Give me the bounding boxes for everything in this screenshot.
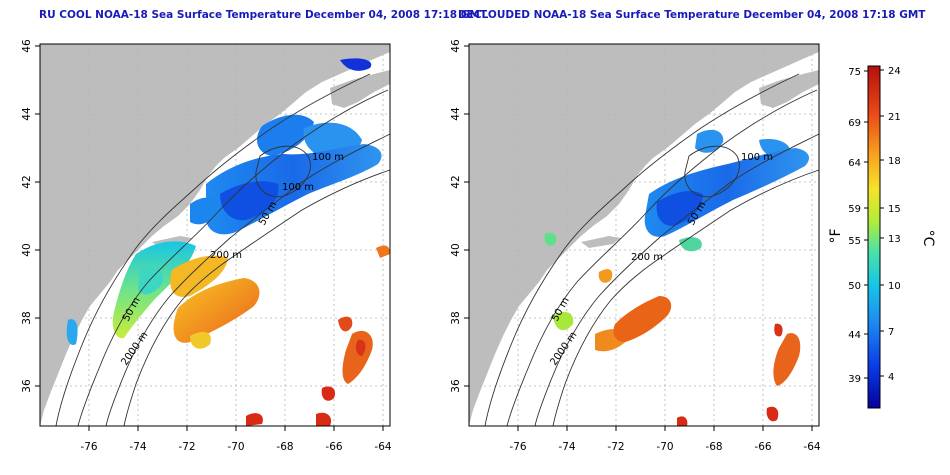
c-tick: 13: [888, 234, 901, 245]
contour-label-100m: 100 m: [741, 152, 773, 163]
f-tick: 50: [848, 281, 861, 292]
lat-tick: 46: [450, 39, 462, 53]
lat-tick: 42: [450, 175, 462, 188]
colorbar-c-ticks: 24 21 18 15 13 10 7 4: [888, 66, 901, 383]
lon-tick: -76: [509, 441, 526, 453]
celsius-unit-label: °C: [920, 230, 936, 247]
contour-label-200m: 200 m: [210, 250, 242, 261]
f-tick: 59: [848, 204, 861, 215]
map-frame: [39, 43, 391, 427]
c-tick: 4: [888, 372, 894, 383]
contour-label-100m-b: 100 m: [282, 182, 314, 193]
map-panel-declouded: 100 m 50 m 200 m 50 m 2000 m: [468, 43, 820, 427]
c-tick: 24: [888, 66, 901, 77]
lon-tick-labels-raw: -76 -74 -72 -70 -68 -66 -64: [80, 441, 391, 453]
f-tick: 55: [848, 236, 861, 247]
lon-tick: -66: [754, 441, 771, 453]
lat-tick: 36: [450, 379, 462, 393]
c-tick: 7: [888, 327, 894, 338]
c-tick: 15: [888, 204, 901, 215]
lat-tick: 40: [21, 243, 33, 256]
map-panel-raw: 100 m 100 m 50 m 200 m 50 m 2000 m: [39, 43, 391, 427]
panel-title-raw: RU COOL NOAA-18 Sea Surface Temperature …: [39, 9, 487, 21]
f-tick: 69: [848, 118, 861, 129]
lat-tick: 44: [450, 107, 462, 121]
panel-title-declouded: DECLOUDED NOAA-18 Sea Surface Temperatur…: [458, 9, 926, 21]
lon-tick: -64: [374, 441, 391, 453]
axis-ticks-declouded: [464, 45, 813, 431]
lon-tick: -66: [325, 441, 342, 453]
lat-tick: 40: [450, 243, 462, 256]
map-frame: [468, 43, 820, 427]
colorbar-gradient: [867, 65, 881, 409]
f-tick: 75: [848, 67, 861, 78]
lon-tick: -68: [705, 441, 722, 453]
lat-tick: 38: [21, 311, 33, 324]
lon-tick: -70: [656, 441, 673, 453]
lat-tick: 44: [21, 107, 33, 121]
lon-tick: -64: [803, 441, 820, 453]
axis-ticks-raw: [35, 45, 384, 431]
c-tick: 21: [888, 112, 901, 123]
f-tick: 44: [848, 330, 861, 341]
lat-tick-labels-raw: 36 38 40 42 44 46: [21, 39, 33, 393]
lon-tick: -74: [129, 441, 146, 453]
lat-tick: 38: [450, 311, 462, 324]
lat-tick-labels-declouded: 36 38 40 42 44 46: [450, 39, 462, 393]
colorbar-f-ticks: 75 69 64 59 55 50 44 39: [848, 67, 861, 385]
c-tick: 10: [888, 281, 901, 292]
lon-tick: -74: [558, 441, 575, 453]
f-tick: 64: [848, 158, 861, 169]
sst-field: [544, 129, 810, 426]
lon-tick: -76: [80, 441, 97, 453]
lat-tick: 46: [21, 39, 33, 53]
lon-tick-labels-declouded: -76 -74 -72 -70 -68 -66 -64: [509, 441, 820, 453]
fahrenheit-unit-label: °F: [828, 228, 844, 243]
lon-tick: -68: [276, 441, 293, 453]
sst-field: [66, 58, 390, 426]
lat-tick: 36: [21, 379, 33, 393]
c-tick: 18: [888, 156, 901, 167]
lon-tick: -72: [178, 441, 195, 453]
lon-tick: -72: [607, 441, 624, 453]
contour-label-200m: 200 m: [631, 252, 663, 263]
colorbar: 75 69 64 59 55 50 44 39 24 21 18 15 13 1…: [828, 65, 936, 409]
contour-label-100m-a: 100 m: [312, 152, 344, 163]
lat-tick: 42: [21, 175, 33, 188]
lon-tick: -70: [227, 441, 244, 453]
f-tick: 39: [848, 374, 861, 385]
